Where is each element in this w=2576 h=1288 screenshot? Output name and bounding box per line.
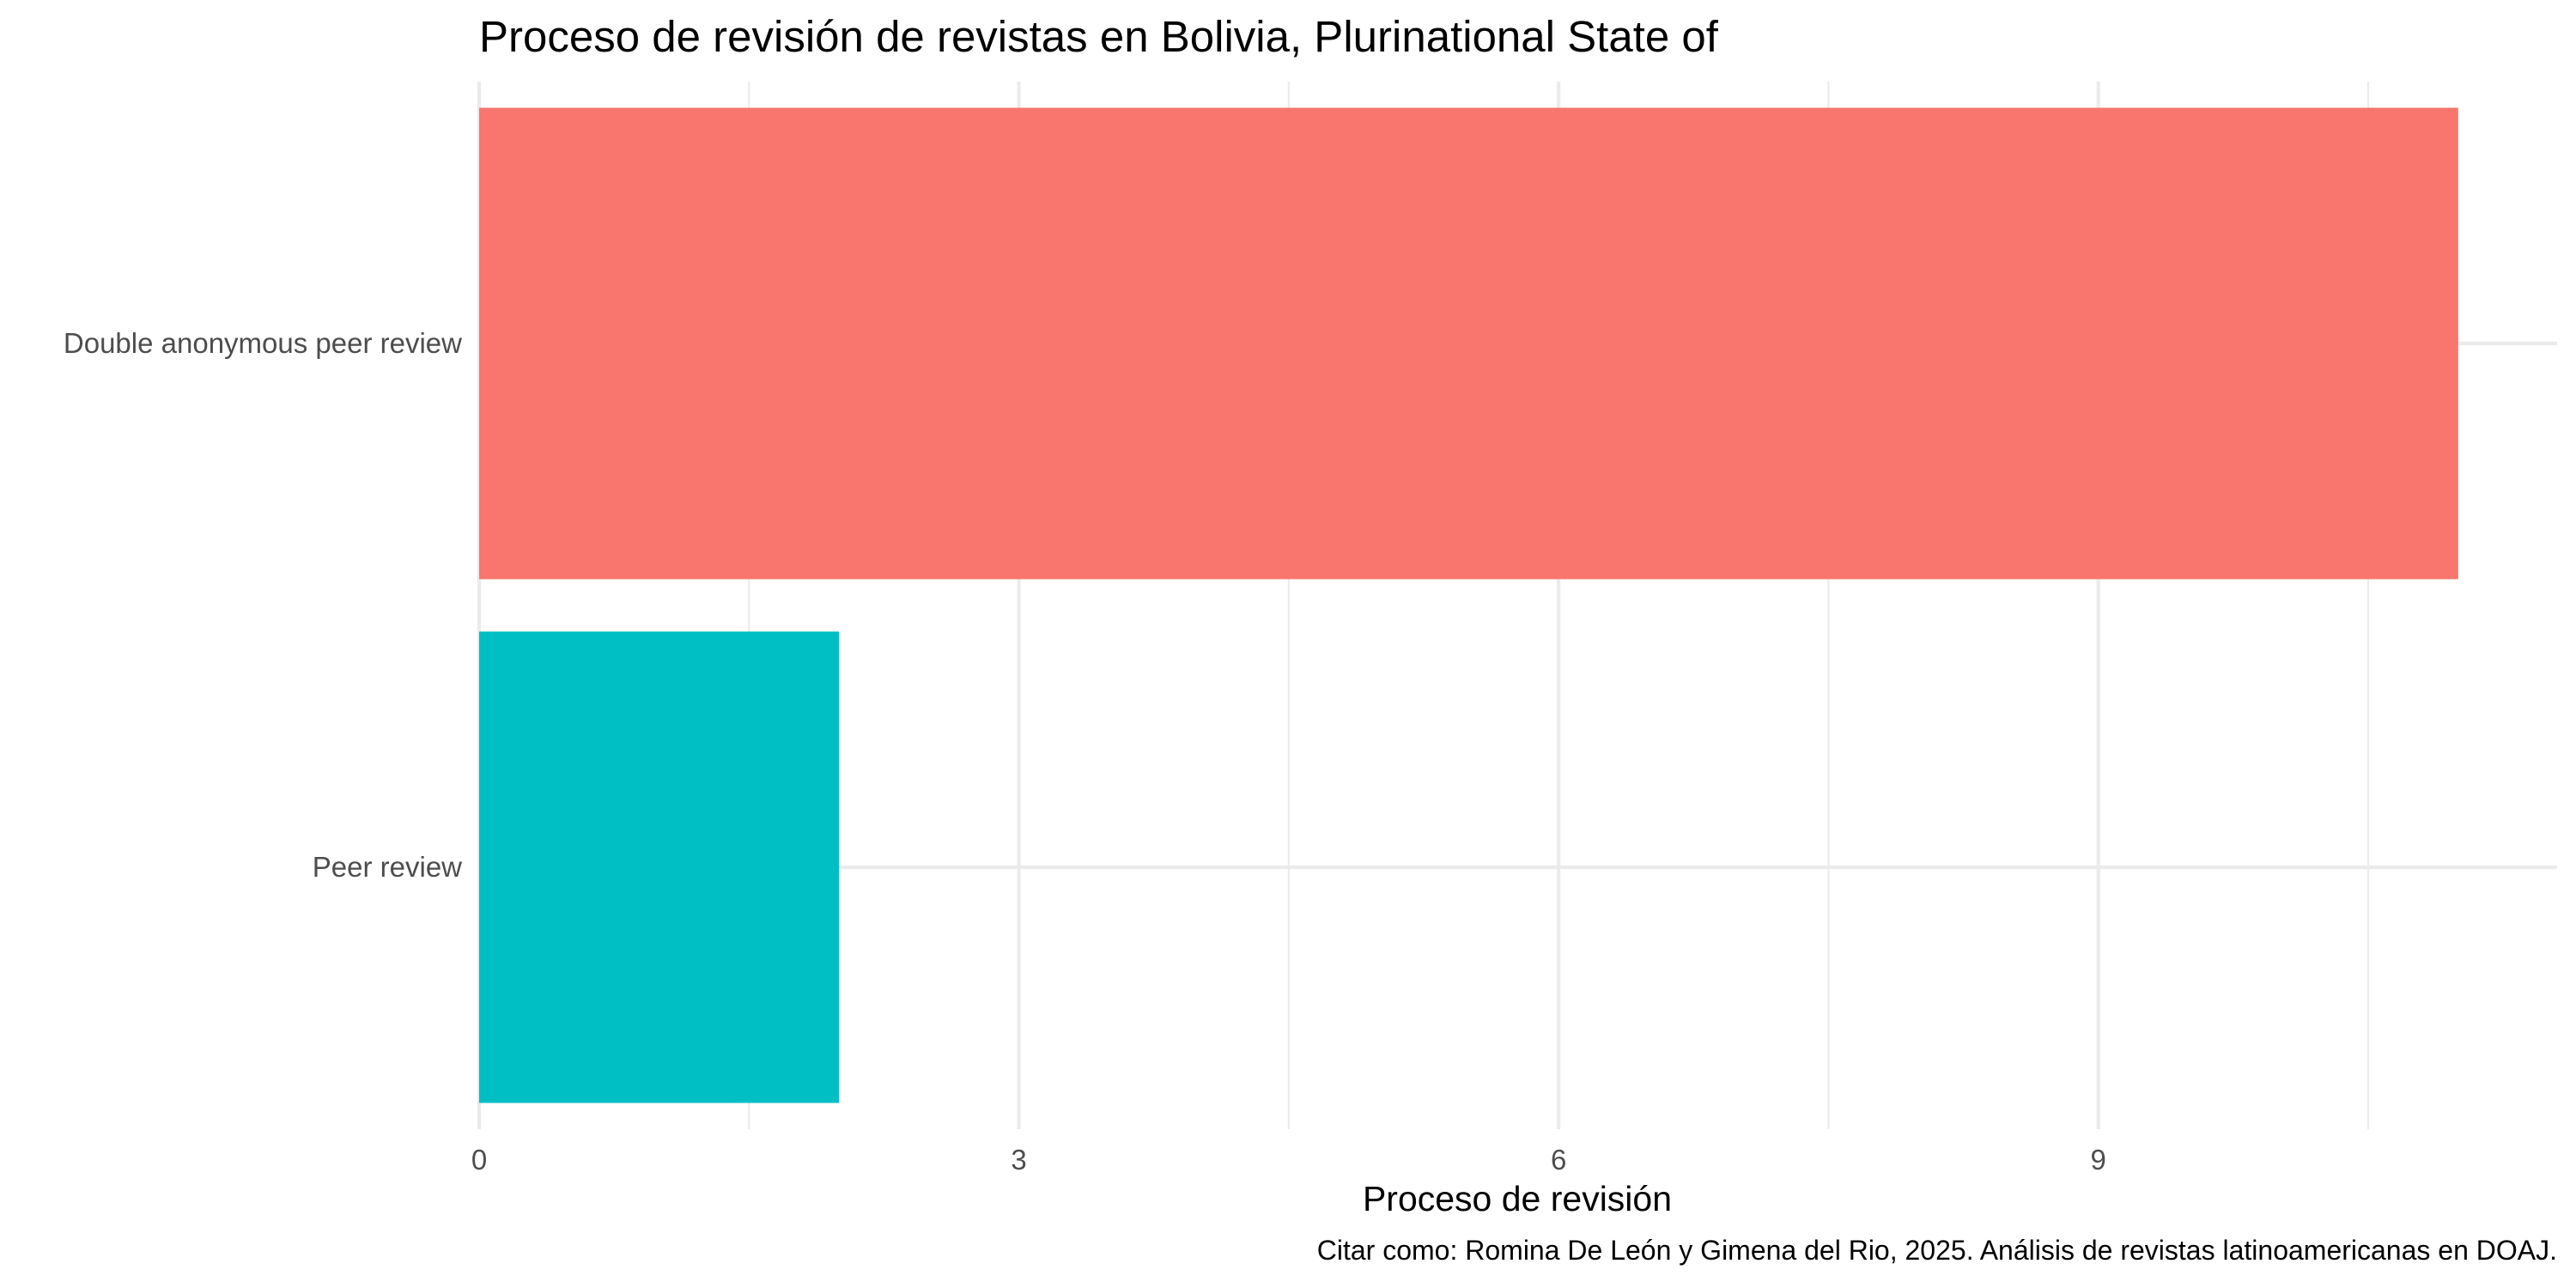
bars bbox=[479, 107, 2458, 1103]
caption: Citar como: Romina De León y Gimena del … bbox=[1317, 1235, 2557, 1266]
x-tick-label: 0 bbox=[471, 1144, 487, 1176]
x-axis-title: Proceso de revisión bbox=[1363, 1179, 1672, 1218]
x-tick-label: 6 bbox=[1551, 1144, 1566, 1176]
y-tick-label: Double anonymous peer review bbox=[64, 327, 462, 359]
bar-double-anonymous-peer-review bbox=[479, 107, 2458, 580]
y-tick-labels: Double anonymous peer review Peer review bbox=[64, 327, 462, 883]
x-tick-label: 3 bbox=[1011, 1144, 1026, 1176]
x-tick-label: 9 bbox=[2091, 1144, 2106, 1176]
bar-peer-review bbox=[479, 631, 840, 1103]
x-tick-labels: 0 3 6 9 bbox=[471, 1144, 2106, 1176]
chart-title: Proceso de revisión de revistas en Boliv… bbox=[479, 12, 1719, 61]
y-tick-label: Peer review bbox=[313, 851, 462, 883]
